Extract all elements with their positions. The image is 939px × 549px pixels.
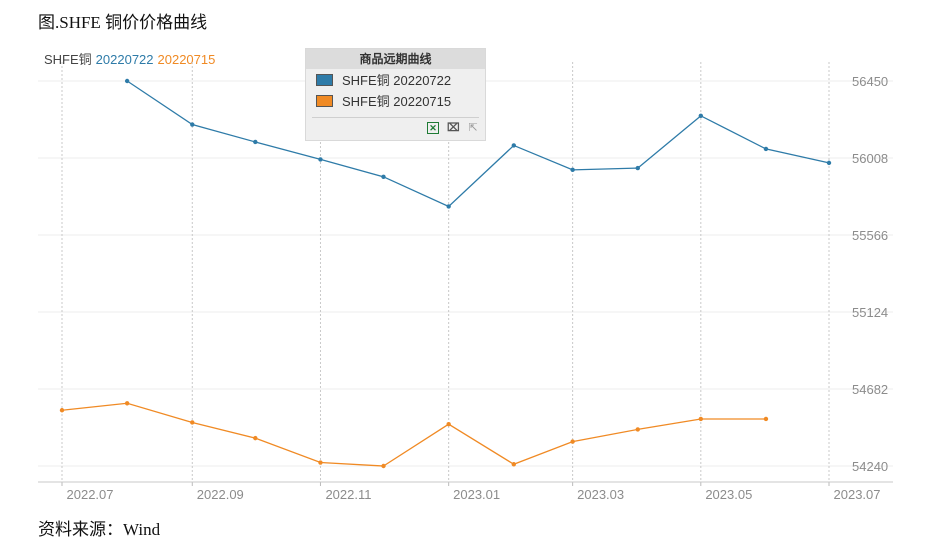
data-point xyxy=(190,420,195,425)
series-layer xyxy=(59,78,832,469)
data-point xyxy=(318,157,323,162)
series-header-first-date: 20220722 xyxy=(95,52,154,67)
x-tick-label: 2023.03 xyxy=(577,487,624,502)
y-tick-label: 55566 xyxy=(852,228,888,243)
x-tick-label: 2022.11 xyxy=(325,487,371,502)
data-point xyxy=(635,165,640,171)
y-tick-label: 55124 xyxy=(852,305,888,320)
data-point xyxy=(763,416,769,422)
data-point xyxy=(826,160,832,166)
axis-layer: 54240 54682 55124 55566 56008 56450 2022.07 202… xyxy=(38,74,893,502)
data-point xyxy=(511,462,516,467)
legend-title: 商品远期曲线 xyxy=(306,49,485,69)
y-tick-label: 54682 xyxy=(852,382,888,397)
data-point xyxy=(381,174,386,180)
legend-swatch xyxy=(316,95,333,107)
legend-item-label: SHFE铜 20220722 xyxy=(342,73,452,88)
data-point xyxy=(698,416,704,422)
data-point xyxy=(253,139,258,145)
data-point xyxy=(253,435,258,441)
data-point xyxy=(124,401,130,406)
legend-item-label: SHFE铜 20220715 xyxy=(342,94,452,109)
select-icon[interactable]: ⇱ xyxy=(468,122,478,134)
x-tick-label: 2023.07 xyxy=(834,487,881,502)
data-point xyxy=(635,427,640,432)
series-header: SHFE铜 20220722 20220715 xyxy=(44,49,219,68)
figure-title: 图.SHFE 铜价价格曲线 xyxy=(38,13,208,32)
series-header-prefix: SHFE铜 xyxy=(44,52,92,67)
excel-export-icon[interactable]: ✕ xyxy=(427,122,439,134)
x-tick-label: 2023.05 xyxy=(705,487,752,502)
data-point xyxy=(570,439,575,444)
source-note: 资料来源：Wind xyxy=(38,520,161,539)
legend-item-series-2[interactable]: SHFE铜 20220715 xyxy=(306,92,485,111)
data-point xyxy=(446,421,451,427)
legend-toolbar: ✕ ⌧ ⇱ xyxy=(427,122,479,136)
series-line-1 xyxy=(126,80,830,208)
y-tick-label: 54240 xyxy=(852,459,888,474)
data-point xyxy=(59,408,65,413)
data-point xyxy=(446,204,451,209)
y-tick-label: 56008 xyxy=(852,151,888,166)
x-tick-label: 2022.09 xyxy=(197,487,244,502)
data-point xyxy=(511,143,516,148)
legend-swatch xyxy=(316,74,333,86)
data-point xyxy=(763,146,769,152)
data-point xyxy=(124,78,130,84)
y-tick-label: 56450 xyxy=(852,74,888,89)
data-point xyxy=(698,113,704,119)
legend-divider xyxy=(312,117,479,118)
x-tick-label: 2022.07 xyxy=(67,487,114,502)
x-tick-label: 2023.01 xyxy=(453,487,500,502)
data-point xyxy=(570,167,575,173)
data-point xyxy=(318,460,323,465)
legend-item-series-1[interactable]: SHFE铜 20220722 xyxy=(306,71,485,90)
crop-icon[interactable]: ⌧ xyxy=(447,122,460,134)
data-point xyxy=(381,463,386,469)
series-line-2 xyxy=(61,402,766,467)
series-header-second-date: 20220715 xyxy=(157,52,216,67)
data-point xyxy=(190,122,195,127)
chart-legend-panel[interactable]: 商品远期曲线 SHFE铜 20220722 SHFE铜 20220715 ✕ ⌧… xyxy=(305,48,486,141)
